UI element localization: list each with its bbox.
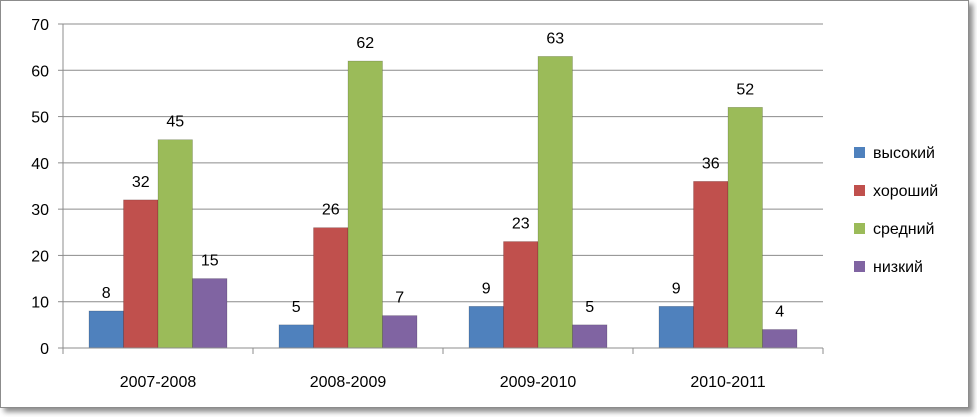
legend-swatch xyxy=(854,147,865,158)
data-label: 23 xyxy=(512,216,530,233)
y-tick-label: 20 xyxy=(31,248,49,265)
bar xyxy=(727,107,763,349)
bar xyxy=(503,241,539,349)
y-tick-label: 30 xyxy=(31,202,49,219)
legend: высокий хороший средний низкий xyxy=(854,145,938,276)
data-label: 4 xyxy=(775,303,784,320)
legend-label: хороший xyxy=(873,183,938,200)
data-label: 36 xyxy=(702,155,720,172)
x-tick-label: 2007-2008 xyxy=(120,374,197,391)
x-tick-label: 2008-2009 xyxy=(310,374,387,391)
data-label: 62 xyxy=(356,35,374,52)
data-label: 7 xyxy=(395,290,404,307)
bar xyxy=(537,56,573,349)
bar xyxy=(468,306,504,349)
bar xyxy=(693,181,729,349)
bar xyxy=(123,199,159,349)
bar xyxy=(382,315,418,349)
legend-label: низкий xyxy=(873,259,923,276)
axes xyxy=(58,23,824,354)
data-label: 8 xyxy=(102,285,111,302)
data-label: 15 xyxy=(201,253,219,270)
data-label: 63 xyxy=(546,30,564,47)
y-tick-label: 70 xyxy=(31,17,49,34)
data-label: 5 xyxy=(585,299,594,316)
y-axis-tick-labels: 0 10 20 30 40 50 60 70 xyxy=(31,17,49,358)
legend-swatch xyxy=(854,223,865,234)
data-label: 9 xyxy=(672,280,681,297)
y-tick-label: 40 xyxy=(31,156,49,173)
bar xyxy=(313,227,349,349)
bar xyxy=(278,324,314,349)
data-labels: 8 32 45 15 5 26 62 7 9 23 63 5 9 36 52 4 xyxy=(102,30,785,320)
data-label: 52 xyxy=(736,81,754,98)
bar xyxy=(572,324,608,349)
data-label: 9 xyxy=(482,280,491,297)
bar xyxy=(347,60,383,349)
bar xyxy=(762,329,798,349)
bar xyxy=(88,310,124,349)
data-label: 26 xyxy=(322,202,340,219)
legend-label: высокий xyxy=(873,145,935,162)
x-axis-tick-labels: 2007-2008 2008-2009 2009-2010 2010-2011 xyxy=(120,374,766,391)
x-tick-label: 2009-2010 xyxy=(500,374,577,391)
bar xyxy=(192,278,228,349)
y-tick-label: 0 xyxy=(40,341,49,358)
legend-swatch xyxy=(854,185,865,196)
data-label: 5 xyxy=(292,299,301,316)
y-tick-label: 50 xyxy=(31,110,49,127)
bar xyxy=(658,306,694,349)
bar xyxy=(157,139,193,349)
legend-label: средний xyxy=(873,221,935,238)
legend-swatch xyxy=(854,261,865,272)
y-tick-label: 10 xyxy=(31,295,49,312)
x-tick-label: 2010-2011 xyxy=(690,374,765,391)
bars xyxy=(88,56,798,349)
data-label: 32 xyxy=(132,174,150,191)
data-label: 45 xyxy=(166,114,184,131)
y-tick-label: 60 xyxy=(31,63,49,80)
